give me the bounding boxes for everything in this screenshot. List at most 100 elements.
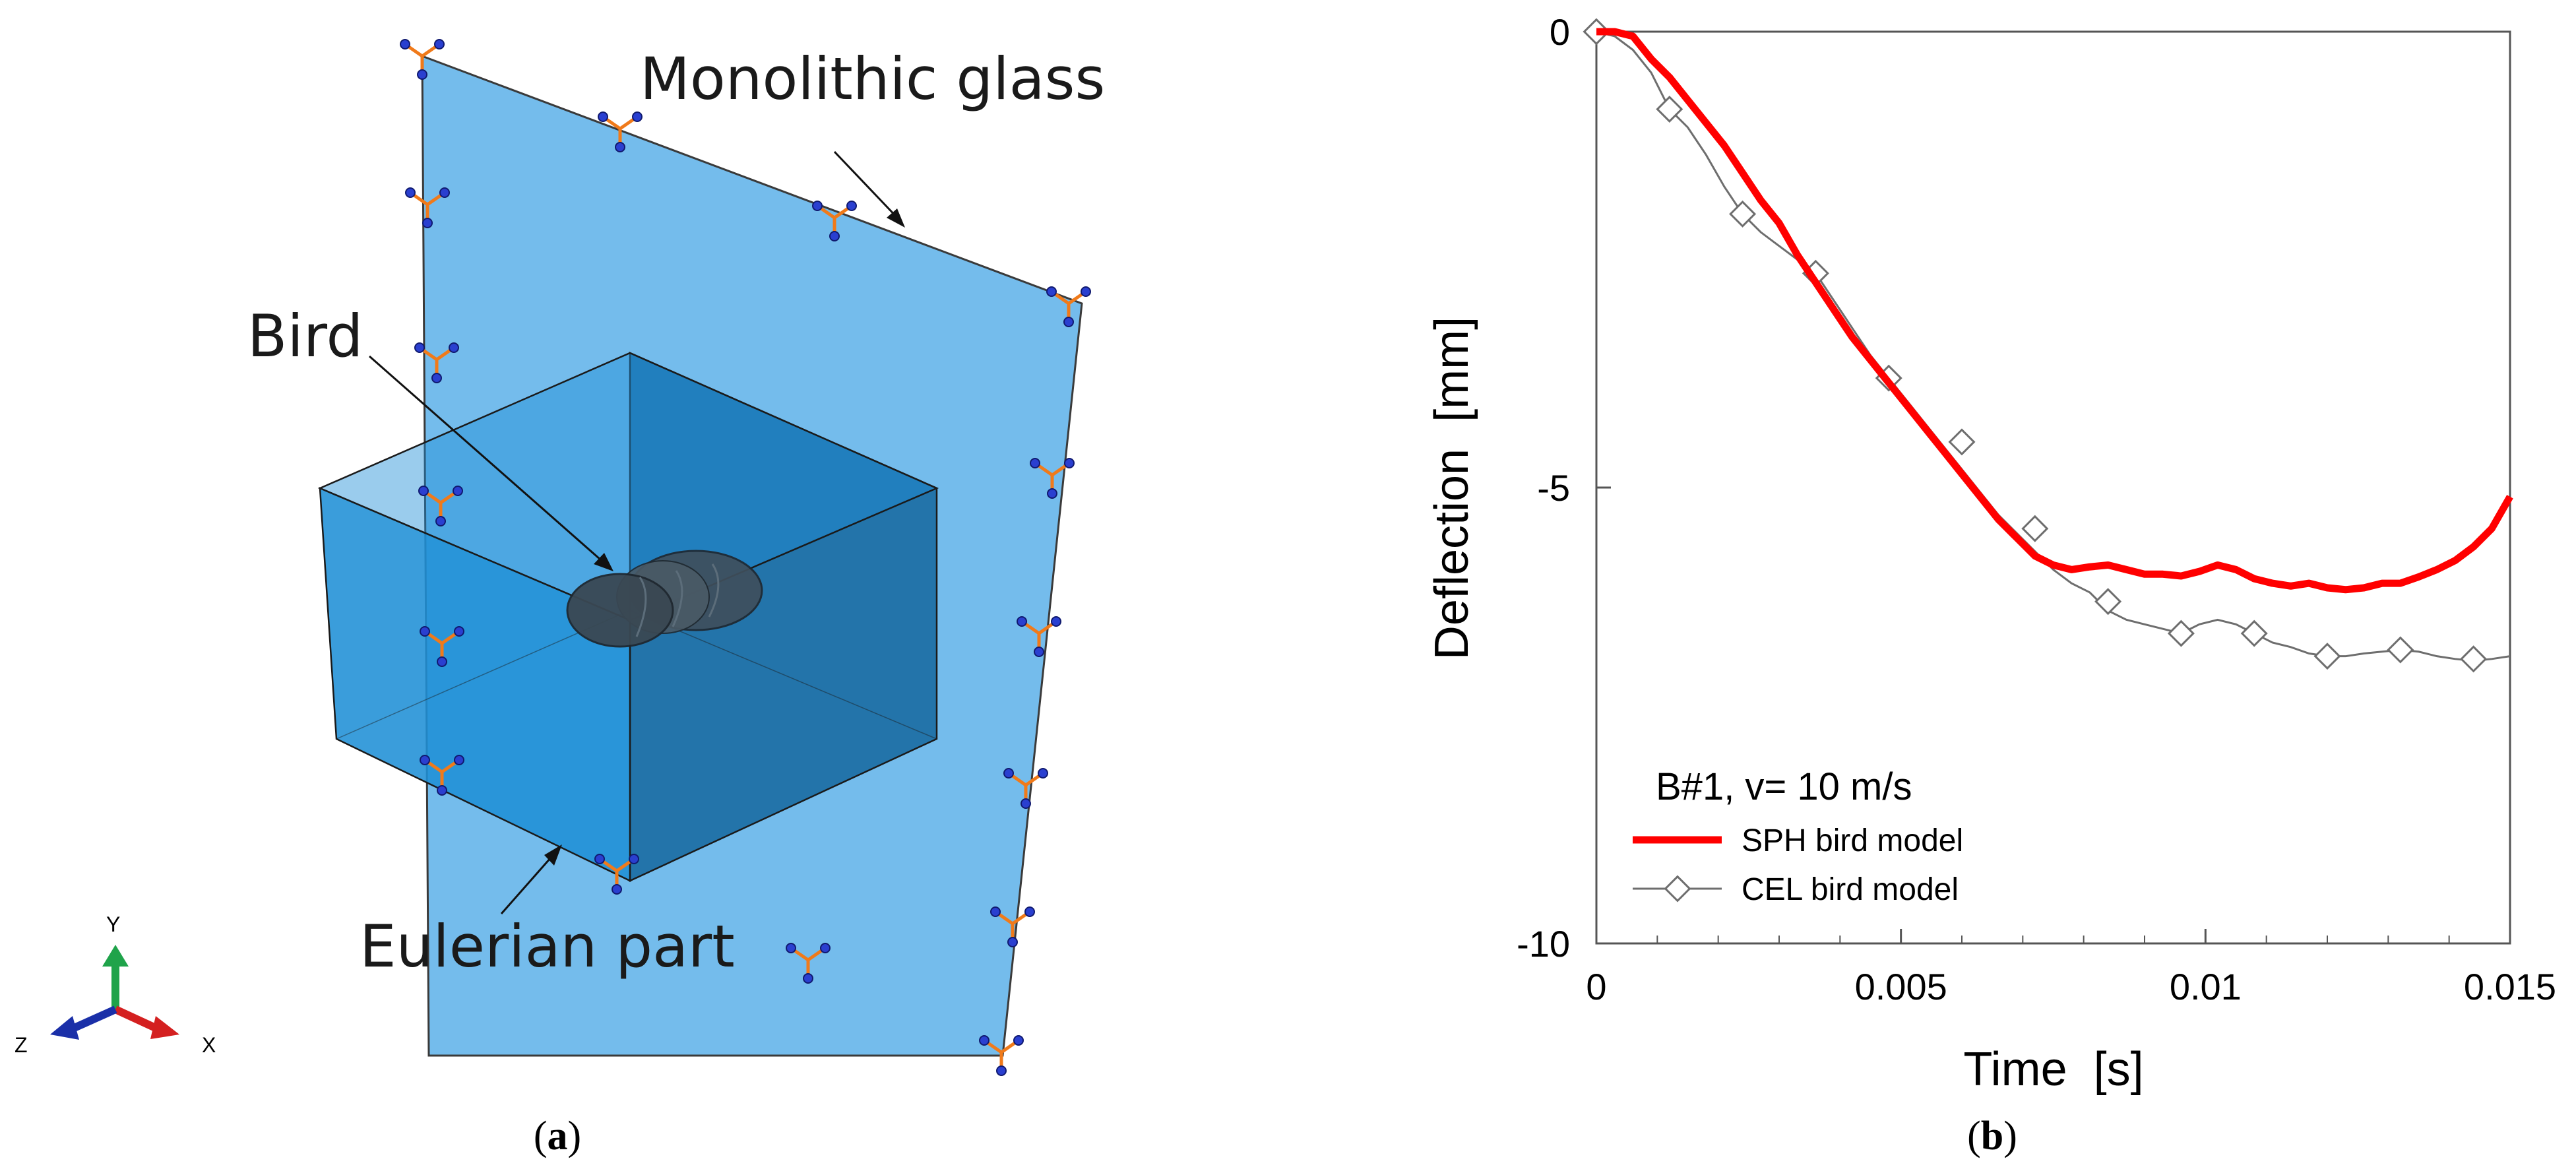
marker-cap: [454, 755, 464, 765]
data-point-cel: [2313, 643, 2341, 670]
label-bird: Bird: [247, 302, 363, 370]
marker-cap: [1034, 647, 1044, 657]
legend-label-sph: SPH bird model: [1742, 823, 1963, 858]
marker-cap: [1017, 616, 1027, 627]
bird-model: [566, 550, 763, 648]
marker-cap: [405, 187, 416, 198]
data-point-cel: [2240, 619, 2268, 647]
marker-cap: [1046, 286, 1057, 297]
marker-cap: [846, 201, 857, 211]
marker-cap: [420, 755, 430, 765]
data-point-cel: [2460, 645, 2488, 673]
marker-cap: [1038, 768, 1048, 778]
marker-cap: [1063, 317, 1074, 327]
y-tick-label: -10: [1517, 923, 1570, 965]
boundary-condition-marker: [1003, 768, 1048, 809]
boundary-condition-marker: [979, 1035, 1024, 1076]
legend: B#1, v= 10 m/s SPH bird model CEL bird m…: [1633, 765, 1963, 907]
x-tick-label: 0.01: [2170, 966, 2242, 1007]
boundary-condition-marker: [400, 39, 445, 80]
bird-arrowhead: [594, 553, 613, 571]
triad-y-arrow: [102, 945, 129, 967]
marker-cap: [612, 884, 622, 895]
marker-cap: [990, 906, 1001, 917]
marker-cap: [594, 854, 605, 864]
marker-cap: [439, 187, 450, 198]
triad-x-label: X: [202, 1033, 216, 1057]
boundary-condition-marker: [1030, 458, 1075, 499]
y-axis-label: Deflection [mm]: [1426, 317, 1478, 660]
series-line-sph: [1596, 28, 2513, 594]
marker-cap: [449, 342, 459, 353]
eulerian-leader: [500, 852, 557, 914]
marker-cap: [414, 342, 425, 353]
boundary-condition-markers: [400, 39, 1091, 1076]
legend-title: B#1, v= 10 m/s: [1656, 765, 1912, 808]
eulerian-arrowhead: [544, 844, 562, 866]
glass-arrowhead: [887, 208, 905, 228]
marker-cap: [1030, 458, 1040, 468]
boundary-condition-marker: [405, 187, 450, 228]
marker-cap: [417, 69, 427, 80]
data-point-cel: [2021, 515, 2049, 542]
legend-marker-cel: [1664, 875, 1691, 903]
eulerian-box-front: [319, 487, 631, 882]
marker-cap: [454, 626, 464, 637]
boundary-condition-marker: [418, 486, 463, 526]
marker-cap: [1064, 458, 1075, 468]
marker-cap: [453, 486, 463, 496]
caption-b: (b): [1967, 1114, 2017, 1159]
boundary-condition-marker: [990, 906, 1035, 947]
marker-cap: [632, 111, 643, 122]
marker-cap: [1051, 616, 1061, 627]
marker-cap: [420, 626, 430, 637]
marker-cap: [820, 943, 831, 953]
data-point-cel: [2167, 619, 2195, 647]
boundary-condition-marker: [414, 342, 459, 383]
y-tick-label: 0: [1550, 11, 1570, 53]
series-layer: [1583, 18, 2513, 673]
marker-cap: [629, 854, 639, 864]
marker-cap: [812, 201, 823, 211]
glass-leader: [833, 150, 902, 222]
legend-label-cel: CEL bird model: [1742, 872, 1959, 907]
marker-cap: [1081, 286, 1091, 297]
marker-cap: [1003, 768, 1014, 778]
data-point-cel: [1656, 95, 1683, 123]
x-tick-label: 0.005: [1855, 966, 1947, 1007]
marker-cap: [1024, 906, 1035, 917]
marker-cap: [615, 142, 625, 152]
marker-cap: [431, 373, 442, 383]
boundary-condition-marker: [1017, 616, 1061, 657]
data-point-cel: [2387, 636, 2414, 664]
boundary-condition-marker: [812, 201, 857, 241]
boundary-condition-marker: [1046, 286, 1091, 327]
marker-cap: [979, 1035, 990, 1046]
label-monolithic-glass: Monolithic glass: [640, 45, 1105, 113]
marker-cap: [1013, 1035, 1024, 1046]
marker-cap: [435, 516, 446, 526]
marker-cap: [829, 231, 840, 241]
marker-cap: [1047, 488, 1057, 499]
x-axis-label: Time [s]: [1963, 1043, 2143, 1096]
marker-cap: [1021, 798, 1031, 809]
marker-cap: [996, 1065, 1007, 1076]
label-eulerian-part: Eulerian part: [360, 912, 735, 980]
annotation-arrows: [369, 150, 905, 914]
marker-cap: [400, 39, 410, 49]
data-point-cel: [2094, 588, 2122, 616]
triad-z-label: Z: [15, 1033, 28, 1057]
panel-b: 0 0.005 0.01 0.015 0 -5 -10 Time [s] Deflectio…: [1426, 11, 2556, 1159]
boundary-condition-marker: [420, 626, 464, 667]
caption-a: (a): [534, 1114, 581, 1159]
marker-cap: [437, 656, 447, 667]
marker-cap: [598, 111, 608, 122]
data-point-cel: [1948, 428, 1976, 456]
marker-cap: [1007, 937, 1018, 947]
axis-ticks: 0 0.005 0.01 0.015 0 -5 -10: [1517, 11, 2556, 1007]
marker-cap: [786, 943, 796, 953]
marker-cap: [437, 785, 447, 796]
x-tick-label: 0.015: [2464, 966, 2556, 1007]
triad-x-arrow: [150, 1016, 179, 1039]
